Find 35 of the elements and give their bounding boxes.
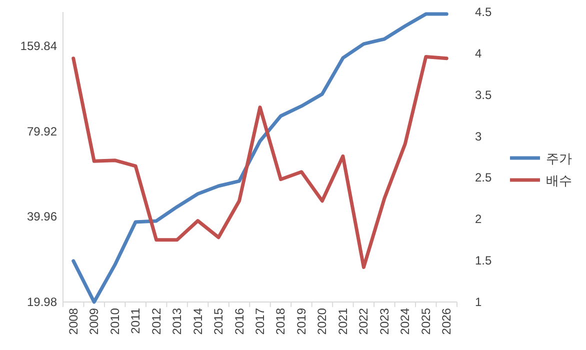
x-tick-label: 2025: [418, 308, 433, 335]
y-tick-label: 159.84: [20, 39, 58, 54]
x-tick-label: 2016: [232, 308, 246, 335]
y2-tick-label: 4: [475, 46, 482, 60]
line-series: [72, 54, 448, 269]
x-tick-label: 2013: [170, 308, 184, 335]
y2-tick-label: 1.5: [475, 254, 492, 268]
x-tick-label: 2014: [190, 308, 205, 335]
x-tick-label: 2017: [253, 308, 267, 335]
x-tick-label: 2023: [377, 308, 392, 335]
x-tick-label: 2021: [336, 308, 350, 335]
legend-label: 주가: [546, 151, 572, 166]
y2-tick-label: 3.5: [475, 88, 492, 102]
x-tick-label: 2015: [212, 308, 226, 335]
x-tick-label: 2024: [398, 308, 412, 335]
x-tick-label: 2018: [274, 308, 288, 335]
y2-tick-label: 2.5: [475, 170, 492, 185]
y2-tick-label: 4.5: [475, 5, 492, 19]
y2-tick-label: 3: [475, 129, 482, 144]
x-tick-label: 2012: [149, 308, 164, 335]
x-tick-label: 2019: [294, 308, 308, 335]
x-tick-label: 2008: [66, 308, 80, 335]
x-tick-label: 2010: [108, 308, 122, 335]
y2-tick-label: 2: [475, 212, 482, 226]
y2-tick-label: 1: [475, 295, 482, 309]
y-tick-label: 39.96: [26, 210, 58, 224]
x-tick-label: 2022: [356, 308, 371, 335]
x-tick-label: 2026: [440, 308, 454, 335]
x-tick-label: 2011: [128, 308, 143, 334]
y-tick-label: 19.98: [26, 295, 58, 309]
legend-label: 배수: [546, 173, 572, 188]
x-tick-label: 2020: [315, 308, 330, 335]
y-tick-label: 79.92: [26, 124, 58, 138]
x-tick-label: 2009: [87, 308, 102, 335]
line-series: [72, 12, 448, 304]
